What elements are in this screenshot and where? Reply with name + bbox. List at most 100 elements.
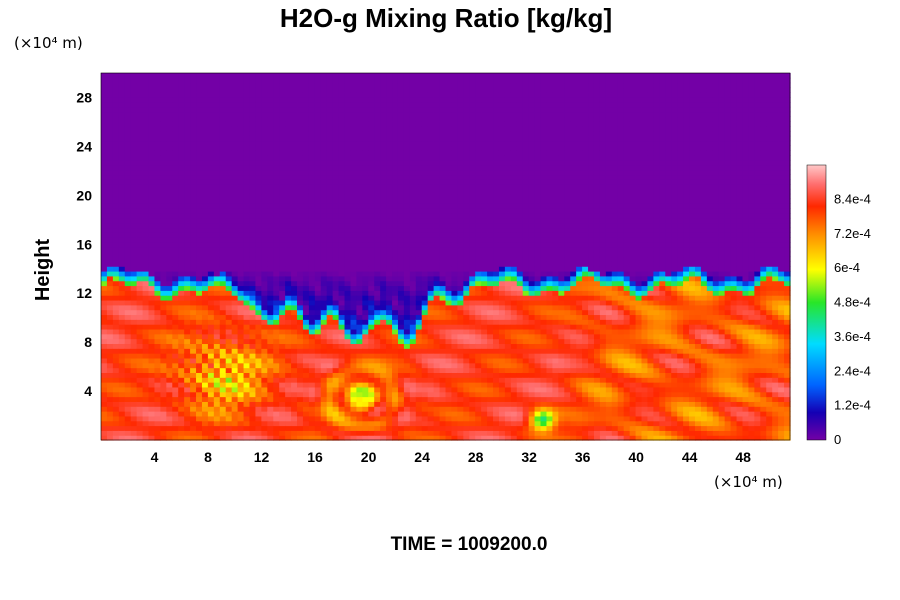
field-cell <box>291 314 298 320</box>
field-cell <box>261 246 268 253</box>
field-cell <box>415 314 423 320</box>
field-cell <box>178 324 185 330</box>
field-cell <box>415 242 423 248</box>
field-cell <box>463 309 470 316</box>
field-cell <box>463 275 470 282</box>
field-cell <box>332 430 340 436</box>
field-cell <box>481 169 488 176</box>
field-cell <box>487 227 494 233</box>
field-cell <box>297 193 304 200</box>
field-cell <box>487 222 494 229</box>
field-cell <box>308 401 316 407</box>
field-cell <box>433 367 441 373</box>
field-cell <box>374 135 381 142</box>
field-cell <box>326 203 334 209</box>
field-cell <box>415 184 423 190</box>
field-cell <box>136 324 144 330</box>
field-cell <box>213 290 221 296</box>
field-cell <box>190 184 197 190</box>
field-cell <box>457 290 464 296</box>
field-cell <box>380 73 387 79</box>
field-cell <box>439 367 447 373</box>
field-cell <box>392 353 399 359</box>
field-cell <box>136 362 144 369</box>
field-cell <box>118 198 126 204</box>
field-cell <box>154 275 161 282</box>
field-cell <box>166 213 173 219</box>
field-cell <box>344 415 352 422</box>
field-cell <box>178 73 185 79</box>
field-cell <box>184 386 191 393</box>
field-cell <box>409 169 417 176</box>
field-cell <box>225 237 233 243</box>
field-cell <box>386 222 393 229</box>
field-cell <box>184 237 191 243</box>
field-cell <box>101 266 108 272</box>
field-cell <box>101 232 108 238</box>
field-cell <box>463 188 470 195</box>
field-cell <box>439 140 447 147</box>
field-cell <box>118 208 126 214</box>
field-cell <box>326 222 334 229</box>
field-cell <box>350 280 358 287</box>
field-cell <box>130 155 138 161</box>
field-cell <box>261 251 268 258</box>
field-cell <box>350 155 358 161</box>
field-cell <box>427 232 435 238</box>
field-cell <box>160 377 167 383</box>
field-cell <box>142 396 150 402</box>
field-cell <box>332 411 340 417</box>
field-cell <box>261 338 268 345</box>
field-cell <box>249 256 257 262</box>
field-cell <box>267 377 274 383</box>
field-cell <box>130 184 138 190</box>
field-cell <box>415 135 423 142</box>
field-cell <box>101 401 108 407</box>
field-cell <box>255 362 262 369</box>
field-cell <box>219 242 227 248</box>
field-cell <box>439 266 447 272</box>
field-cell <box>154 401 161 407</box>
field-cell <box>368 367 375 373</box>
field-cell <box>231 348 239 354</box>
field-cell <box>463 290 470 296</box>
field-cell <box>392 328 399 335</box>
field-cell <box>237 314 245 320</box>
field-cell <box>267 435 274 441</box>
field-cell <box>451 396 458 402</box>
field-cell <box>362 82 369 89</box>
field-cell <box>136 169 144 176</box>
field-cell <box>469 106 476 113</box>
field-cell <box>457 87 464 93</box>
field-cell <box>374 324 381 330</box>
field-cell <box>261 285 268 291</box>
field-cell <box>326 415 334 422</box>
field-cell <box>475 285 482 291</box>
field-cell <box>356 203 363 209</box>
field-cell <box>451 87 458 93</box>
field-cell <box>356 299 363 306</box>
field-cell <box>350 377 358 383</box>
field-cell <box>403 328 411 335</box>
field-cell <box>415 420 423 427</box>
field-cell <box>451 270 458 277</box>
field-cell <box>279 382 286 388</box>
field-cell <box>184 106 191 113</box>
field-cell <box>190 396 197 402</box>
field-cell <box>106 101 114 108</box>
field-cell <box>112 280 120 287</box>
field-cell <box>249 275 257 282</box>
field-cell <box>487 314 494 320</box>
field-cell <box>344 82 352 89</box>
field-cell <box>332 372 340 378</box>
field-cell <box>427 106 435 113</box>
field-cell <box>196 314 203 320</box>
field-cell <box>433 382 441 388</box>
field-cell <box>302 246 310 253</box>
field-cell <box>184 198 191 204</box>
field-cell <box>142 382 150 388</box>
field-cell <box>249 309 257 316</box>
field-cell <box>201 145 209 151</box>
field-cell <box>332 145 340 151</box>
field-cell <box>136 92 144 98</box>
